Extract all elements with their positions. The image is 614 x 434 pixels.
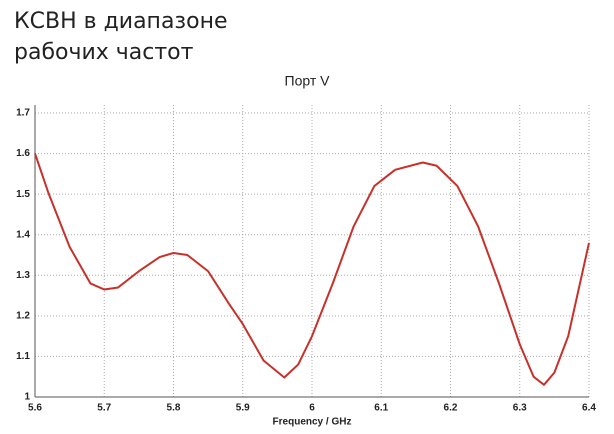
x-tick-label: 5.8 [167,403,181,414]
x-tick-label: 5.6 [28,403,42,414]
y-tick-label: 1.6 [16,148,30,159]
y-tick-label: 1.4 [16,229,30,240]
line [34,153,590,386]
y-tick-label: 1.7 [16,108,30,119]
x-tick-label: 6.2 [444,403,458,414]
y-tick-label: 1.2 [16,310,30,321]
y-tick-label: 1.1 [16,351,30,362]
x-tick-label: 5.9 [236,403,250,414]
x-axis-label: Frequency / GHz [273,417,352,428]
chart-title: КСВН в диапазоне рабочих частот [14,9,228,65]
y-tick-label: 1 [24,392,30,403]
x-tick-label: 5.7 [97,403,111,414]
x-tick-label: 6.1 [374,403,388,414]
x-tick-label: 6 [309,403,315,414]
y-tick-label: 1.3 [16,270,30,281]
y-tick-label: 1.5 [16,189,30,200]
x-tick-label: 6.3 [513,403,527,414]
chart-subtitle: Порт V [285,73,331,89]
x-tick-label: 6.4 [582,403,596,414]
